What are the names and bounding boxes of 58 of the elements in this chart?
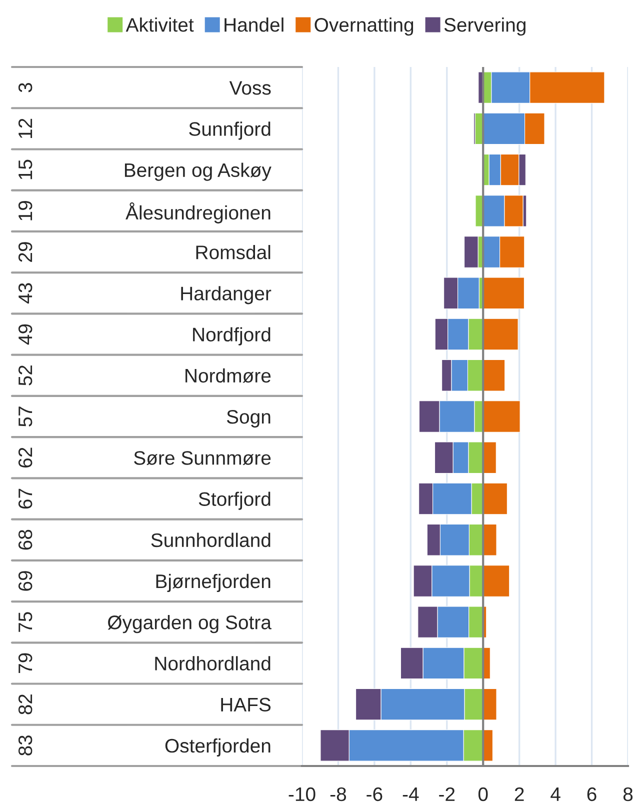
text: 69 <box>18 571 32 591</box>
x-tick-label: -4 <box>402 788 419 801</box>
x-tick-label: 4 <box>550 788 560 801</box>
text: 43 <box>18 283 32 304</box>
x-tick-label: -2 <box>439 787 455 801</box>
y-tick-label: Bjørnefjorden <box>156 574 270 592</box>
text: 52 <box>18 366 32 386</box>
y-tick-label: Nordmøre <box>186 368 271 383</box>
text: 68 <box>18 530 32 550</box>
y-tick-label: Sunnhordland <box>151 532 270 548</box>
y-tick-label: Voss <box>229 81 271 95</box>
bar <box>482 277 525 310</box>
bar <box>482 400 520 432</box>
y-tick-label: Osterfjorden <box>165 738 270 757</box>
bar <box>482 565 510 597</box>
bar <box>464 236 478 268</box>
text: 49 <box>18 324 32 345</box>
text: 29 <box>18 242 32 262</box>
legend-label: Overnatting <box>314 18 414 36</box>
y-tick-label: Ålesundregionen <box>126 202 270 224</box>
y-tick-label: Øygarden og Sotra <box>108 615 272 634</box>
text: 62 <box>18 448 32 468</box>
bar <box>482 359 506 392</box>
text: 83 <box>18 735 32 756</box>
x-tick-label: -6 <box>366 787 382 802</box>
x-tick-label: -10 <box>288 787 316 802</box>
text: 82 <box>18 694 32 714</box>
text: 67 <box>18 488 32 509</box>
y-tick-label: Nordfjord <box>193 327 270 346</box>
bar <box>482 442 496 474</box>
x-tick-label: 6 <box>587 787 596 802</box>
y-tick-label: HAFS <box>221 698 271 712</box>
text: 3 <box>18 83 32 92</box>
x-tick-label: 0 <box>478 787 488 802</box>
x-tick-label: 2 <box>514 787 524 801</box>
y-tick-label: Søre Sunnmøre <box>134 451 271 466</box>
y-tick-label: Storfjord <box>198 492 270 510</box>
bar <box>482 482 508 515</box>
y-tick-label: Hardanger <box>181 286 272 304</box>
text: 15 <box>18 160 32 180</box>
legend-label: Handel <box>224 18 284 32</box>
text: 79 <box>18 653 32 674</box>
y-tick-label: Bergen og Askøy <box>124 162 272 181</box>
legend-label: Servering <box>444 18 526 36</box>
text: 19 <box>18 201 32 220</box>
y-tick-label: Nordhordland <box>155 656 270 670</box>
bar <box>482 688 497 720</box>
x-tick-label: 8 <box>623 787 633 802</box>
text: 12 <box>18 118 32 138</box>
y-tick-label: Sogn <box>226 410 270 428</box>
text: 75 <box>18 612 32 632</box>
legend-label: Aktivitet <box>126 18 194 32</box>
bar <box>482 524 497 556</box>
y-tick-label: Romsdal <box>196 244 270 260</box>
bar <box>482 318 518 350</box>
x-tick-label: -8 <box>330 787 346 802</box>
y-tick-label: Sunnfjord <box>189 122 270 140</box>
text: 57 <box>18 406 32 427</box>
